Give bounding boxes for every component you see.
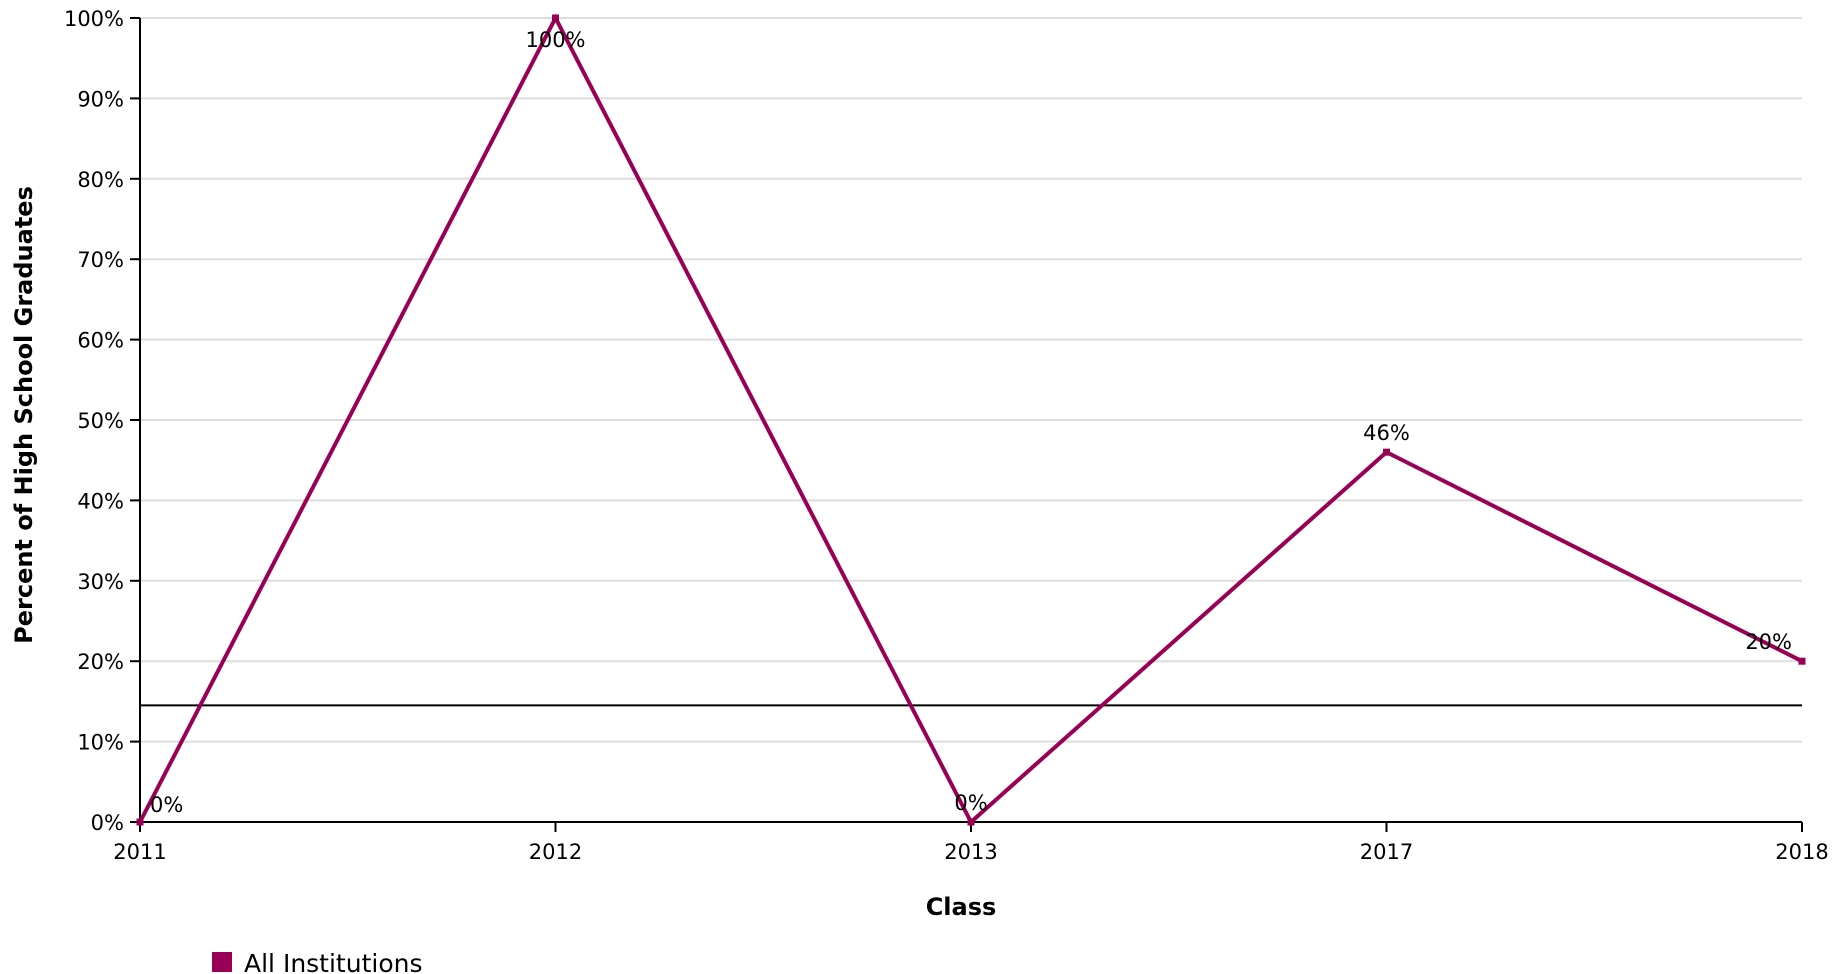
data-point [1383, 448, 1390, 456]
y-tick-label: 30% [77, 570, 124, 594]
y-ticks: 0% 10% 20% 30% 40% 50% 60% 70% 80% 90% 100% [64, 7, 140, 835]
y-tick-label: 100% [64, 7, 124, 31]
legend-label: All Institutions [244, 949, 423, 974]
x-tick-label: 2012 [529, 840, 582, 864]
legend: All Institutions [212, 949, 423, 974]
data-point [552, 14, 559, 22]
x-tick-label: 2011 [113, 840, 166, 864]
y-tick-label: 20% [77, 650, 124, 674]
y-tick-label: 80% [77, 168, 124, 192]
y-tick-label: 50% [77, 409, 124, 433]
x-tick-label: 2013 [944, 840, 997, 864]
y-tick-label: 60% [77, 329, 124, 353]
x-tick-label: 2017 [1360, 840, 1413, 864]
y-tick-label: 0% [91, 811, 124, 835]
y-tick-label: 10% [77, 731, 124, 755]
y-tick-label: 70% [77, 248, 124, 272]
series-layer [136, 13, 1806, 826]
data-point [136, 818, 144, 826]
legend-swatch [212, 952, 232, 972]
gridlines [140, 17, 1802, 743]
data-label: 0% [150, 793, 183, 817]
data-point [1798, 657, 1806, 665]
data-label: 0% [954, 791, 987, 815]
x-axis-title: Class [926, 893, 997, 921]
y-axis-title: Percent of High School Graduates [10, 186, 38, 644]
y-tick-label: 40% [77, 489, 124, 513]
x-tick-label: 2018 [1775, 840, 1828, 864]
data-label: 46% [1363, 421, 1410, 445]
data-label: 100% [525, 28, 585, 52]
y-tick-label: 90% [77, 87, 124, 111]
x-ticks: 2011 2012 2013 2017 2018 [113, 822, 1829, 864]
data-point [967, 818, 975, 826]
data-labels: 0% 100% 0% 46% 20% [150, 28, 1792, 817]
data-label: 20% [1745, 630, 1792, 654]
